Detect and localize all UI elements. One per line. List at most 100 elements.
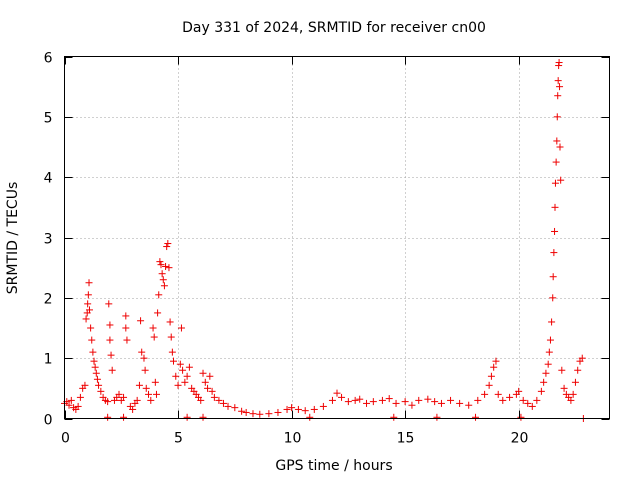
data-point <box>176 360 184 368</box>
data-point <box>106 321 114 329</box>
x-tick-label: 0 <box>61 431 70 447</box>
data-point <box>390 413 398 421</box>
data-point <box>557 176 565 184</box>
data-point <box>548 318 556 326</box>
data-point <box>170 357 177 365</box>
data-point <box>142 384 150 392</box>
data-point <box>159 276 167 284</box>
data-point <box>549 273 557 281</box>
data-point <box>554 92 562 100</box>
data-point <box>108 366 116 374</box>
data-point <box>215 396 223 404</box>
data-point <box>490 363 498 371</box>
y-tick-label: 5 <box>44 111 53 127</box>
data-point <box>210 393 218 401</box>
data-point <box>122 324 130 332</box>
data-point <box>145 390 153 398</box>
data-point <box>150 333 158 341</box>
data-point <box>569 390 577 398</box>
data-point <box>556 143 564 151</box>
data-point <box>447 396 455 404</box>
data-point <box>76 393 84 401</box>
data-point <box>301 407 309 415</box>
data-point <box>149 324 157 332</box>
data-point <box>556 83 564 91</box>
data-point <box>328 396 336 404</box>
data-point <box>558 366 566 374</box>
plot-frame <box>64 56 610 419</box>
data-point <box>135 381 143 389</box>
data-point <box>123 336 131 344</box>
data-point <box>104 398 112 406</box>
data-point <box>524 399 532 407</box>
y-axis-label: SRMTID / TECUs <box>5 182 21 295</box>
data-point <box>219 399 227 407</box>
chart-title: Day 331 of 2024, SRMTID for receiver cn0… <box>182 20 486 36</box>
data-point <box>157 261 165 269</box>
data-point <box>310 405 318 413</box>
data-point <box>152 390 160 398</box>
data-point <box>120 393 128 401</box>
data-point <box>74 402 82 410</box>
data-point <box>333 389 341 397</box>
data-point <box>344 398 352 406</box>
data-point <box>204 384 212 392</box>
data-point <box>129 405 137 413</box>
data-point <box>542 369 550 377</box>
data-point <box>105 300 113 308</box>
data-point <box>338 393 346 401</box>
data-point <box>319 402 327 410</box>
data-point <box>199 413 207 421</box>
data-point <box>88 336 96 344</box>
data-point <box>85 279 93 287</box>
data-point <box>492 357 500 365</box>
data-point <box>81 381 89 389</box>
data-point <box>151 378 159 386</box>
data-point <box>578 354 586 362</box>
data-point <box>138 348 146 356</box>
data-point <box>93 375 101 383</box>
data-point <box>172 372 180 380</box>
data-point <box>465 401 473 409</box>
data-point <box>158 270 166 278</box>
data-point <box>84 300 92 308</box>
data-point <box>155 291 163 299</box>
data-point <box>574 366 582 374</box>
data-point <box>550 249 558 257</box>
data-point <box>256 410 264 418</box>
data-point <box>306 413 314 421</box>
data-point <box>552 158 560 166</box>
data-point <box>528 402 536 410</box>
data-point <box>506 393 514 401</box>
data-point <box>167 333 175 341</box>
data-point <box>183 413 191 421</box>
data-point <box>185 363 193 371</box>
y-tick-label: 6 <box>44 51 53 67</box>
data-point <box>549 294 557 302</box>
data-point <box>122 312 130 320</box>
data-point <box>553 137 561 145</box>
data-point <box>545 348 553 356</box>
data-point <box>274 408 282 416</box>
data-point <box>87 324 95 332</box>
data-point <box>106 336 114 344</box>
data-point <box>431 398 439 406</box>
y-tick-label: 4 <box>44 171 53 187</box>
data-point <box>91 363 99 371</box>
data-point <box>162 262 170 270</box>
x-tick-label: 15 <box>397 431 415 447</box>
data-point <box>554 77 562 85</box>
data-point <box>567 396 575 404</box>
y-tick-label: 1 <box>44 352 53 368</box>
data-point <box>120 413 128 421</box>
data-point <box>481 390 489 398</box>
data-point <box>183 372 191 380</box>
data-point <box>551 203 559 211</box>
data-point <box>551 227 559 235</box>
data-point <box>154 309 162 317</box>
data-point <box>90 357 98 365</box>
data-point <box>533 396 541 404</box>
data-point <box>115 390 123 398</box>
data-point <box>571 378 579 386</box>
